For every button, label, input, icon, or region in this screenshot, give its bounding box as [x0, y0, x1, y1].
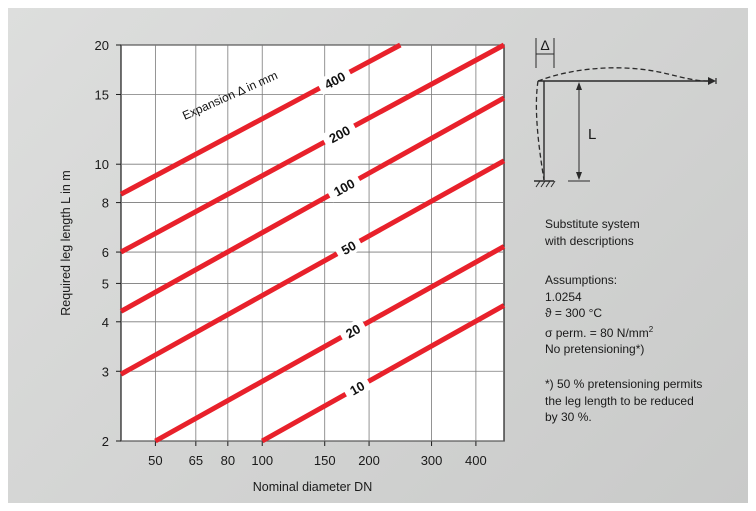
- x-tick-label: 200: [358, 453, 380, 468]
- substitute-description: Substitute system with descriptions: [545, 216, 640, 249]
- deflected-horizontal: [537, 67, 709, 82]
- curve-50: [119, 158, 506, 377]
- y-axis-title: Required leg length L in m: [59, 170, 73, 315]
- stress-text: σ perm. = 80 N/mm: [545, 325, 649, 340]
- curve-series: [119, 42, 506, 444]
- curve-label-50: 50: [339, 238, 359, 258]
- pretension-note: No pretensioning*): [545, 342, 645, 356]
- curve-200: [119, 42, 506, 255]
- curve-label-gap: [315, 65, 354, 96]
- assumptions-title: Assumptions:: [545, 273, 618, 287]
- footnote-line-2: the leg length to be reduced: [545, 393, 694, 408]
- deflected-vertical: [535, 80, 545, 181]
- x-tick-label: 80: [221, 453, 235, 468]
- length-arrow-up-icon: [576, 82, 582, 90]
- grid: [116, 44, 505, 446]
- plot-area: [120, 44, 505, 442]
- curve-10: [261, 303, 506, 444]
- curve-label-gap: [341, 374, 373, 402]
- footnote-line-3: by 30 %.: [545, 410, 592, 424]
- chart-panel: 400 200 100 50 20 10 50 65 80 100 150 200 300 400 2 3 4…: [8, 8, 748, 503]
- curve-label-group-10: 10: [341, 374, 373, 402]
- curve-label-group-50: 50: [333, 234, 364, 261]
- hatch-1: [535, 180, 541, 188]
- curve-label-gap: [333, 234, 364, 261]
- y-tick-label: 4: [102, 315, 109, 330]
- curve-label-gap: [325, 171, 363, 203]
- x-axis-title: Nominal diameter DN: [253, 480, 372, 494]
- curve-label-group-20: 20: [337, 317, 369, 345]
- y-tick-label: 5: [102, 276, 109, 291]
- hatch-4: [550, 180, 556, 188]
- y-tick-label: 3: [102, 364, 109, 379]
- curve-label-20: 20: [343, 321, 363, 341]
- y-tick-label: 15: [95, 87, 109, 102]
- y-tick-label: 6: [102, 245, 109, 260]
- leg-length-chart: 400 200 100 50 20 10 50 65 80 100 150 200 300 400 2 3 4…: [59, 37, 717, 494]
- substitute-system-diagram: [534, 38, 717, 188]
- permitted-stress: σ perm. = 80 N/mm2: [545, 322, 653, 342]
- x-tick-label: 300: [421, 453, 443, 468]
- curve-100: [119, 95, 506, 314]
- delta-symbol: Δ: [540, 37, 549, 53]
- substitute-line-2: with descriptions: [545, 233, 634, 248]
- y-tick-label: 20: [95, 38, 109, 53]
- curve-label-gap: [320, 118, 359, 150]
- substitute-line-1: Substitute system: [545, 217, 640, 231]
- x-tick-label: 65: [189, 453, 203, 468]
- hatch-2: [540, 180, 546, 188]
- stress-exponent: 2: [648, 324, 654, 334]
- x-tick-label: 100: [251, 453, 273, 468]
- footnote: *) 50 % pretensioning permits the leg le…: [545, 376, 702, 426]
- assumptions-block: Assumptions: 1.0254 ϑ = 300 °C σ perm. =…: [545, 272, 653, 358]
- curve-400: [119, 42, 402, 197]
- y-tick-label: 2: [102, 434, 109, 449]
- y-tick-label: 10: [95, 157, 109, 172]
- curve-label-10: 10: [347, 378, 367, 398]
- material-code: 1.0254: [545, 289, 582, 304]
- x-tick-label: 50: [148, 453, 162, 468]
- curve-label-gap: [337, 317, 369, 345]
- length-arrow-down-icon: [576, 172, 582, 180]
- anchor-arrow-icon: [708, 77, 716, 85]
- x-tick-label: 150: [314, 453, 336, 468]
- temperature: ϑ = 300 °C: [545, 306, 603, 320]
- length-symbol: L: [588, 126, 596, 143]
- x-tick-label: 400: [465, 453, 487, 468]
- tick-labels: 50 65 80 100 150 200 300 400 2 3 4 5 6 8 10 15 20: [95, 38, 487, 468]
- hatch-3: [545, 180, 551, 188]
- footnote-line-1: *) 50 % pretensioning permits: [545, 377, 703, 391]
- y-tick-label: 8: [102, 196, 109, 211]
- curve-20: [154, 244, 506, 444]
